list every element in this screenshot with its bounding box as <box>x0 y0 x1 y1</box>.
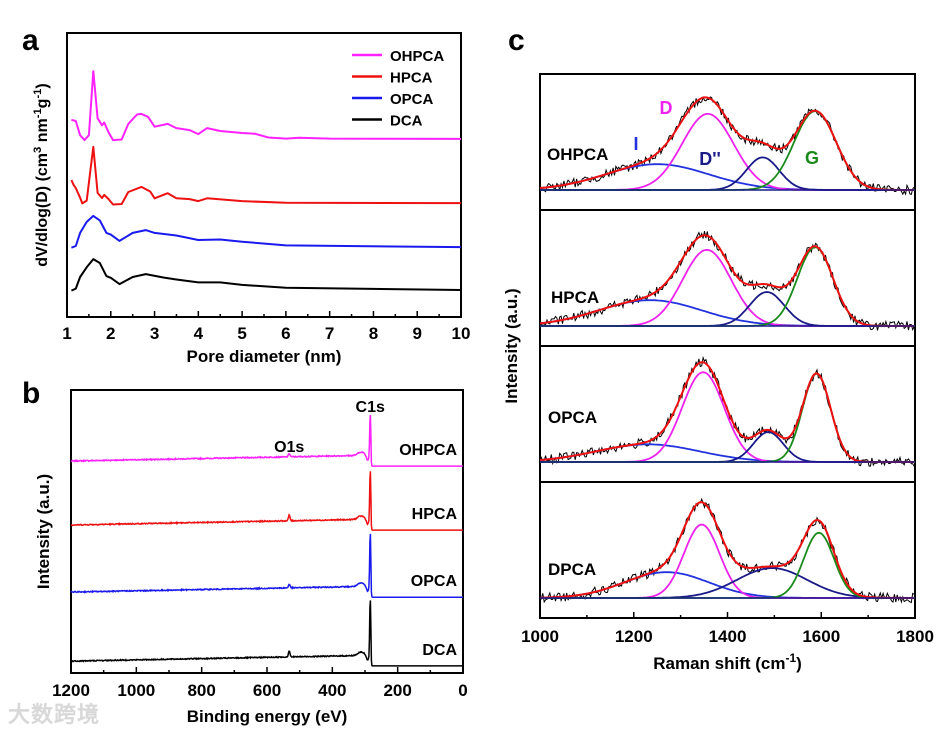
sample-label-hpca: HPCA <box>412 506 458 523</box>
x-tick-label-a: 4 <box>194 324 204 343</box>
peak-label-o1s: O1s <box>274 439 304 456</box>
x-tick-label-c: 1400 <box>709 627 747 646</box>
y-axis-label-b: Intensity (a.u.) <box>34 474 53 589</box>
x-tick-label-a: 9 <box>412 324 421 343</box>
spectrum-opca <box>70 533 463 598</box>
x-tick-label-c: 1200 <box>615 627 653 646</box>
raman-subplot-dpca: DPCA <box>539 481 916 619</box>
watermark-text: 大数跨境 <box>8 703 101 728</box>
fit-envelope <box>539 96 915 191</box>
legend-label-ohpca: OHPCA <box>390 48 444 65</box>
band-label-d: D <box>660 98 673 118</box>
raman-subplot-hpca: HPCA <box>539 209 916 347</box>
x-tick-label-a: 2 <box>106 324 115 343</box>
raman-subplot-ohpca: OHPCA <box>539 73 916 211</box>
y-axis-label-a: dV/dlog(D) (cm3 nm-1g-1) <box>32 83 51 266</box>
x-tick-label-a: 8 <box>369 324 378 343</box>
x-tick-label-b: 400 <box>318 681 346 700</box>
series-line-ohpca <box>71 70 462 142</box>
fit-envelope <box>539 234 915 327</box>
x-tick-label-c: 1600 <box>802 627 840 646</box>
x-axis-label-b: Binding energy (eV) <box>187 707 348 726</box>
panel-letter-a: a <box>22 24 39 57</box>
x-tick-label-a: 3 <box>150 324 159 343</box>
spectrum-dca <box>70 600 463 667</box>
component-dpp <box>540 431 915 463</box>
x-tick-label-b: 800 <box>187 681 215 700</box>
sample-label-opca: OPCA <box>411 573 458 590</box>
raman-subplot-opca: OPCA <box>539 345 916 483</box>
component-d <box>540 523 915 599</box>
panel-a-chart: 1 2 3 4 5 6 7 8 9 10 Pore diameter (nm) dV/dlog(D) … <box>32 32 471 366</box>
legend-label-hpca: HPCA <box>390 70 433 87</box>
panel-letter-b: b <box>22 377 40 410</box>
x-tick-label-a: 1 <box>62 324 71 343</box>
x-tick-label-b: 200 <box>383 681 411 700</box>
series-line-opca <box>71 214 462 249</box>
sample-label-opca: OPCA <box>548 408 597 427</box>
series-line-hpca <box>70 145 462 206</box>
legend-label-opca: OPCA <box>390 91 434 108</box>
sample-label-dca: DCA <box>422 642 457 659</box>
fit-envelope <box>539 361 915 463</box>
x-axis-label-a: Pore diameter (nm) <box>187 347 342 366</box>
fit-envelope <box>540 501 915 599</box>
x-tick-label-a: 10 <box>452 324 471 343</box>
sample-label-ohpca: OHPCA <box>399 442 457 459</box>
band-label-i: I <box>633 134 638 154</box>
y-axis-label-c: Intensity (a.u.) <box>502 288 521 403</box>
spectrum-ohpca <box>70 414 463 467</box>
x-tick-label-c: 1800 <box>896 627 934 646</box>
x-tick-label-c: 1000 <box>521 627 559 646</box>
band-label-g: G <box>805 148 819 168</box>
component-i <box>539 443 915 463</box>
x-tick-label-b: 600 <box>253 681 281 700</box>
sample-label-hpca: HPCA <box>551 288 599 307</box>
raw-spectrum <box>539 231 915 332</box>
watermark-logo: 大数跨境 <box>8 697 100 729</box>
sample-label-ohpca: OHPCA <box>547 145 608 164</box>
panel-c-chart: OHPCA HPCA OPCA DPCA 1000 1200 1400 1600 1800 Ram… <box>502 73 934 673</box>
x-tick-label-b: 1200 <box>52 681 90 700</box>
x-tick-label-a: 6 <box>281 324 290 343</box>
x-tick-label-b: 1000 <box>117 681 155 700</box>
sample-label-dpca: DPCA <box>548 560 596 579</box>
legend-label-dca: DCA <box>390 113 423 130</box>
spectrum-hpca <box>71 471 463 531</box>
panel-b-chart: 1200 1000 800 600 400 200 0 Binding energy (eV)… <box>34 389 468 726</box>
band-label-dpp: D'' <box>699 149 721 169</box>
x-tick-label-b: 0 <box>458 681 467 700</box>
x-axis-label-c: Raman shift (cm-1) <box>653 651 802 673</box>
x-tick-label-a: 7 <box>325 324 334 343</box>
series-line-dca <box>70 258 462 292</box>
peak-label-c1s: C1s <box>356 399 385 416</box>
plot-frame-b <box>70 389 464 674</box>
x-tick-label-a: 5 <box>237 324 246 343</box>
panel-letter-c: c <box>508 24 525 57</box>
component-g <box>540 246 915 327</box>
